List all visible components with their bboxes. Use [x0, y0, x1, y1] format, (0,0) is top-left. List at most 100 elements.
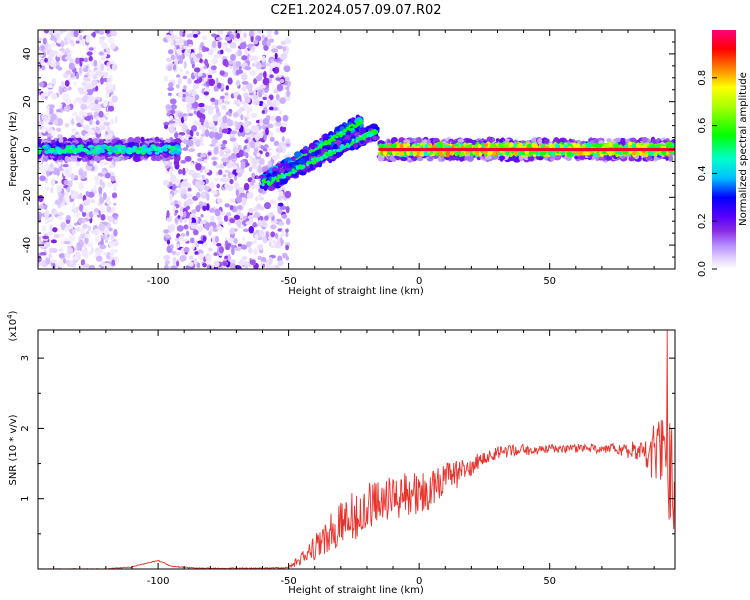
spectrogram-cell: [222, 265, 227, 269]
spectrogram-cell: [66, 214, 71, 221]
spectrogram-cell: [231, 247, 235, 256]
spectrogram-cell: [172, 256, 177, 265]
spectrogram-cell: [279, 190, 284, 197]
spectrogram-cell: [78, 66, 83, 75]
spectrogram-cell: [249, 70, 256, 76]
spectrogram-cell: [98, 59, 102, 67]
spectrogram-cell: [181, 124, 189, 133]
spectrogram-cell: [170, 104, 177, 110]
spectrogram-cell: [244, 127, 251, 134]
spectrogram-cell: [275, 93, 280, 101]
spectrogram-cell: [98, 223, 106, 231]
spectrogram-cell: [229, 227, 235, 235]
spectrogram-cell: [449, 156, 457, 161]
spectrogram-cell: [236, 209, 241, 216]
spectrogram-cell: [190, 245, 195, 250]
spectrogram-cell: [179, 211, 184, 218]
spectrogram-cell: [263, 44, 269, 51]
spectrogram-cell: [218, 211, 226, 216]
spectrogram-cell: [273, 89, 279, 94]
spectrogram-cell: [238, 30, 243, 35]
spectrogram-cell: [106, 66, 111, 71]
spectrogram-cell: [232, 112, 239, 118]
spectrogram-cell: [63, 106, 69, 112]
spectrogram-cell: [99, 244, 107, 250]
spectrogram-cell: [56, 54, 63, 58]
spectrogram-cell: [75, 211, 81, 218]
spectrogram-cell: [201, 174, 206, 180]
spectrogram-cell: [111, 192, 118, 199]
spectrogram-cell: [244, 139, 249, 144]
spectrogram-cell: [166, 210, 170, 219]
spectrogram-cell: [261, 110, 265, 114]
spectrogram-cell: [176, 55, 184, 60]
spectrogram-cell: [207, 151, 212, 156]
spectrogram-cell: [269, 265, 276, 269]
spectrogram-cell: [46, 107, 50, 115]
spectrogram-cell: [79, 204, 84, 212]
spectrogram-cell: [57, 261, 65, 268]
spectrogram-cell: [202, 236, 207, 242]
spectrogram-cell: [275, 115, 282, 123]
spectrogram-cell: [228, 33, 235, 40]
spectrogram-cell: [194, 251, 199, 255]
spectrogram-cell: [43, 204, 48, 210]
spectrogram-cell: [276, 237, 281, 245]
spectrogram-cell: [50, 178, 56, 187]
spectrogram-cell: [57, 248, 64, 252]
spectrogram-cell: [261, 34, 265, 40]
spectrogram-cell: [244, 120, 250, 129]
spectrogram-cell: [67, 52, 72, 57]
spectrogram-cell: [105, 111, 110, 118]
spectrogram-cell: [176, 48, 182, 54]
spectrogram-cell: [44, 57, 48, 63]
spectrogram-cell: [210, 65, 217, 71]
spectrogram-cell: [70, 173, 75, 181]
spectrogram-cell: [76, 97, 82, 103]
spectrogram-cell: [188, 216, 192, 225]
spectrogram-cell: [55, 65, 61, 70]
spectrogram-cell: [56, 184, 62, 193]
spectrogram-cell: [280, 40, 287, 46]
spectrogram-cell: [238, 149, 244, 158]
spectrogram-cell: [58, 252, 66, 259]
spectrogram-cell: [200, 181, 205, 186]
spectrogram-cell: [212, 114, 219, 122]
spectrogram-cell: [99, 38, 103, 45]
spectrogram-cell: [265, 62, 271, 67]
spectrogram-cell: [262, 218, 266, 227]
spectrogram-cell: [73, 30, 79, 38]
spectrogram-cell: [285, 244, 290, 251]
spectrogram-cell: [606, 155, 613, 161]
spectrogram-cell: [226, 243, 232, 247]
spectrogram-cell: [270, 220, 278, 224]
spectrogram-cell: [192, 229, 199, 236]
spectrogram-cell: [258, 229, 265, 237]
spectrogram-cell: [236, 32, 241, 39]
spectrogram-cell: [203, 77, 208, 82]
spectrogram-cell: [244, 117, 248, 122]
spectrogram-cell: [185, 168, 189, 172]
spectrogram-cell: [273, 57, 281, 62]
spectrogram-cell: [96, 251, 102, 256]
spectrogram-cell: [183, 85, 187, 90]
spectrogram-cell: [93, 154, 101, 162]
spectrogram-cell: [249, 259, 256, 266]
spectrogram-cell: [251, 157, 259, 166]
spectrogram-cell: [99, 178, 103, 186]
spectrogram-cell: [614, 137, 621, 143]
spectrogram-cell: [224, 147, 230, 152]
spectrogram-cell: [279, 110, 283, 115]
spectrogram-cell: [190, 224, 196, 229]
spectrogram-cell: [196, 157, 203, 162]
spectrogram-cell: [221, 44, 227, 51]
spectrogram-cell: [81, 96, 88, 103]
spectrogram-cell: [188, 169, 195, 176]
spectrogram-cell: [193, 258, 198, 265]
spectrogram-cell: [73, 81, 77, 86]
spectrogram-cell: [170, 151, 176, 155]
spectrogram-cell: [235, 69, 240, 76]
spectrogram-cell: [227, 77, 233, 85]
spectrogram-cell: [200, 191, 207, 199]
spectrogram-cell: [183, 211, 187, 218]
